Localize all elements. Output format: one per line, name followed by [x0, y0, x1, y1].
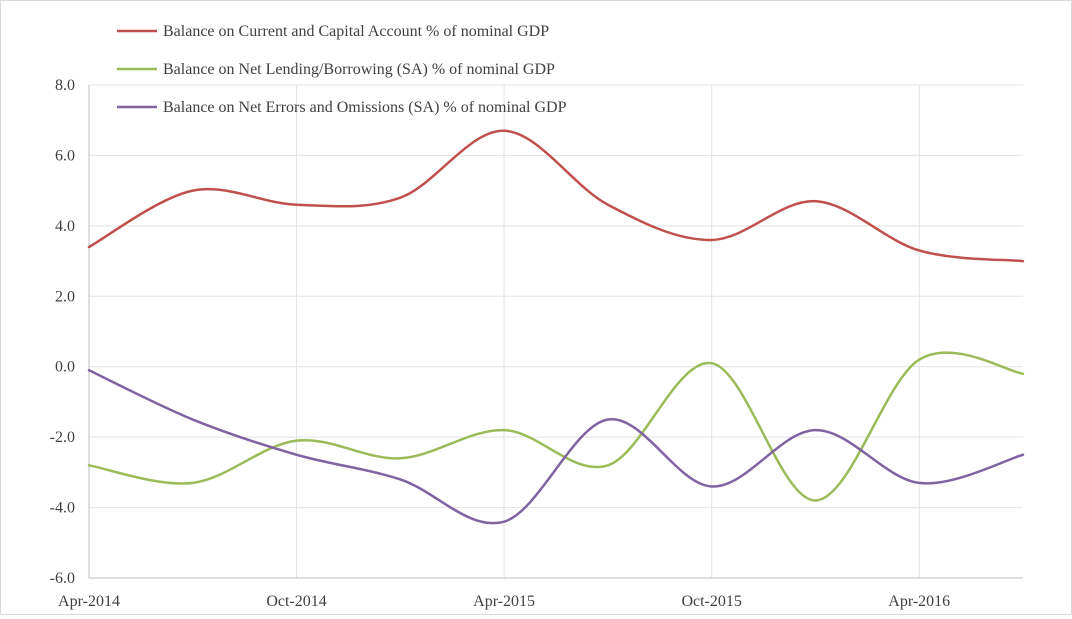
legend-label: Balance on Net Lending/Borrowing (SA) % … [163, 61, 555, 78]
x-tick-label: Apr-2015 [473, 593, 535, 610]
y-tick-label: 2.0 [55, 288, 75, 305]
series-line-3 [87, 368, 1025, 525]
legend-item-1: Balance on Current and Capital Account %… [117, 23, 549, 40]
x-tick-label: Oct-2015 [681, 593, 741, 610]
axes [88, 85, 1023, 579]
legend-item-2: Balance on Net Lending/Borrowing (SA) % … [117, 61, 555, 78]
legend-item-3: Balance on Net Errors and Omissions (SA)… [117, 99, 567, 116]
y-tick-label: -2.0 [50, 429, 75, 446]
y-tick-label: 6.0 [55, 147, 75, 164]
series-layer [87, 129, 1025, 525]
y-tick-label: 4.0 [55, 218, 75, 235]
x-tick-label: Apr-2016 [888, 593, 950, 610]
x-tick-label: Apr-2014 [58, 593, 120, 610]
tick-labels: 8.0 6.0 4.0 2.0 0.0 -2.0 -4.0 -6.0 Apr-2014 Oct-2… [50, 77, 950, 610]
legend-label: Balance on Net Errors and Omissions (SA)… [163, 99, 567, 116]
series-line-2 [87, 351, 1025, 502]
y-tick-label: 8.0 [55, 77, 75, 94]
legend-label: Balance on Current and Capital Account %… [163, 23, 549, 40]
series-line-1 [87, 129, 1025, 263]
y-tick-label: -4.0 [50, 500, 75, 517]
gridlines [89, 84, 1023, 579]
y-tick-label: 0.0 [55, 359, 75, 376]
x-tick-label: Oct-2014 [266, 593, 326, 610]
y-tick-label: -6.0 [50, 570, 75, 587]
legend: Balance on Current and Capital Account %… [117, 23, 567, 116]
